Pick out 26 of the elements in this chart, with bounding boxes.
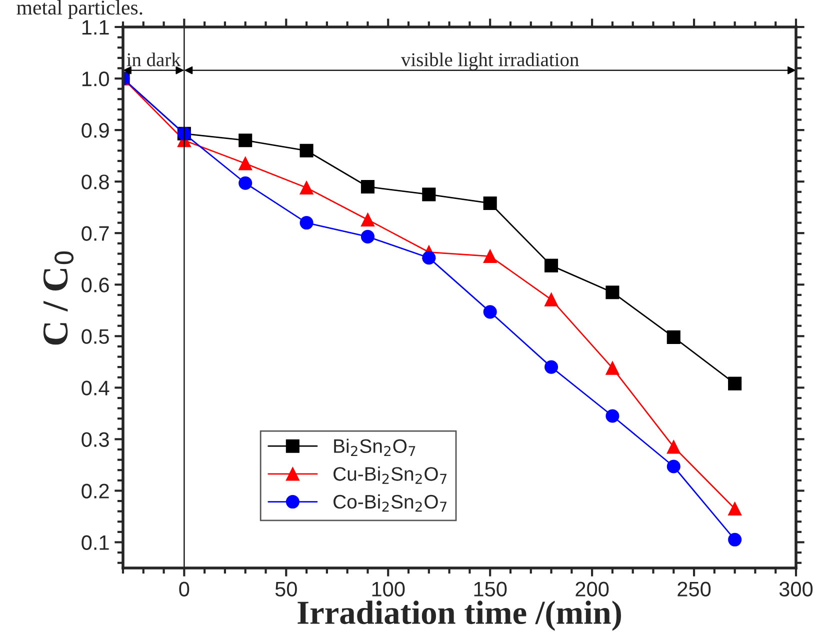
y-tick-label: 0.9 [82,123,109,138]
annotation: visible light irradiation [400,52,579,70]
y-tick-label: 0.7 [82,226,109,241]
text: metal particles. [16,0,142,19]
y-tick-label: 0.5 [82,329,109,344]
y-tick-label: 0.1 [82,535,109,550]
x-tick-label: 50 [275,582,297,596]
y-tick-label: 1.1 [82,20,109,35]
y-tick-label: 0.6 [82,278,109,292]
x-axis-title: Irradiation time /(min) [298,600,621,631]
x-tick-label: 250 [678,582,711,596]
y-tick-label: 0.2 [82,484,109,498]
legend-label: Bi$_{2}$Sn$_{2}$O$_{7}$ [334,438,416,456]
legend-label: Cu-Bi$_{2}$Sn$_{2}$O$_{7}$ [334,466,447,484]
y-axis-title: C / C$_{0}$ [43,251,74,345]
y-tick-label: 0.3 [82,432,109,447]
y-tick-label: 1.0 [82,72,109,86]
legend-label: Co-Bi$_{2}$Sn$_{2}$O$_{7}$ [334,494,447,512]
y-tick-label: 0.8 [82,174,109,190]
x-tick-label: 100 [372,582,405,596]
x-tick-label: 200 [576,582,609,596]
annotation: in dark [126,52,181,66]
x-tick-label: 150 [474,582,507,596]
x-tick-label: 0 [179,582,190,596]
y-tick-label: 0.4 [82,380,110,396]
x-tick-label: 300 [779,582,813,596]
